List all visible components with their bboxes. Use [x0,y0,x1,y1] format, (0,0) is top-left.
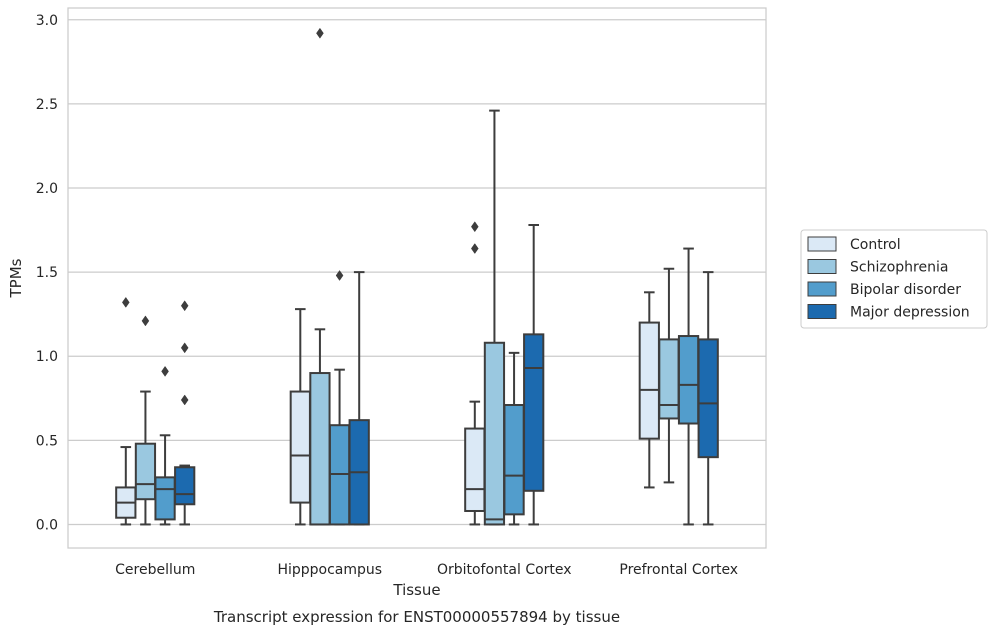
box-body [483,341,506,526]
box-body [677,335,700,425]
y-tick-label: 2.5 [36,97,58,113]
box-body [289,390,311,504]
outlier-point [470,243,479,254]
legend-label: Control [850,237,901,253]
outlier-point [121,296,130,308]
chart-caption: Transcript expression for ENST0000055789… [213,608,620,626]
box-2-3 [523,224,545,526]
outlier-point [161,365,169,377]
plot-frame [67,7,767,549]
gridlines [68,19,766,526]
outlier-point [316,27,324,39]
outlier-point [180,394,189,406]
box-0-0 [115,296,137,526]
outlier-point [180,300,189,312]
box-body [638,321,660,440]
box-3-0 [638,291,660,489]
boxes [115,27,719,526]
box-body [523,333,545,492]
outlier-point [335,270,344,281]
x-tick-label: Orbitofontal Cortex [437,562,572,578]
x-tick-label: Cerebellum [115,562,195,578]
box-body [464,427,486,512]
legend: Control Schizophrenia Bipolar disorder Majo… [800,229,988,329]
box-3-2 [677,247,700,526]
y-tick-labels: 0.0 0.5 1.0 1.5 2.0 2.5 3.0 [36,13,58,534]
x-tick-label: Hipppocampus [277,562,382,578]
x-tick-label: Prefrontal Cortex [619,562,738,578]
x-tick-labels: Cerebellum Hipppocampus Orbitofontal Corte… [115,562,738,578]
y-axis-label: TPMs [7,258,25,298]
box-3-1 [658,267,680,484]
box-1-2 [328,270,351,526]
y-tick-label: 1.0 [36,349,58,365]
legend-frame [800,229,988,329]
box-body [697,338,719,459]
legend-swatch [807,304,837,319]
x-axis-label: Tissue [392,581,440,599]
y-tick-label: 0.0 [36,517,58,533]
box-body [174,466,196,506]
y-tick-label: 3.0 [36,13,58,29]
box-body [309,372,331,526]
legend-label: Major depression [850,305,970,321]
y-tick-label: 0.5 [36,433,58,449]
box-2-2 [503,351,525,526]
box-1-0 [289,308,311,526]
box-2-1 [483,109,506,526]
box-2-0 [464,221,486,526]
box-1-3 [348,271,370,526]
y-tick-label: 1.5 [36,265,58,281]
box-0-2 [154,365,176,526]
box-body [154,476,176,521]
legend-label: Schizophrenia [850,260,948,276]
box-body [503,404,525,516]
box-body [658,338,680,420]
box-0-3 [174,300,196,526]
box-1-1 [309,27,331,526]
box-0-1 [134,315,157,526]
legend-swatch [807,281,837,297]
box-3-3 [697,271,719,526]
outlier-point [141,315,150,327]
legend-swatch [807,236,837,252]
box-body [134,442,157,501]
y-tick-label: 2.0 [36,181,58,197]
legend-label: Bipolar disorder [850,282,961,298]
outlier-point [470,221,479,233]
outlier-point [180,342,189,354]
legend-items: Control Schizophrenia Bipolar disorder Majo… [807,236,970,321]
legend-swatch [807,259,837,274]
